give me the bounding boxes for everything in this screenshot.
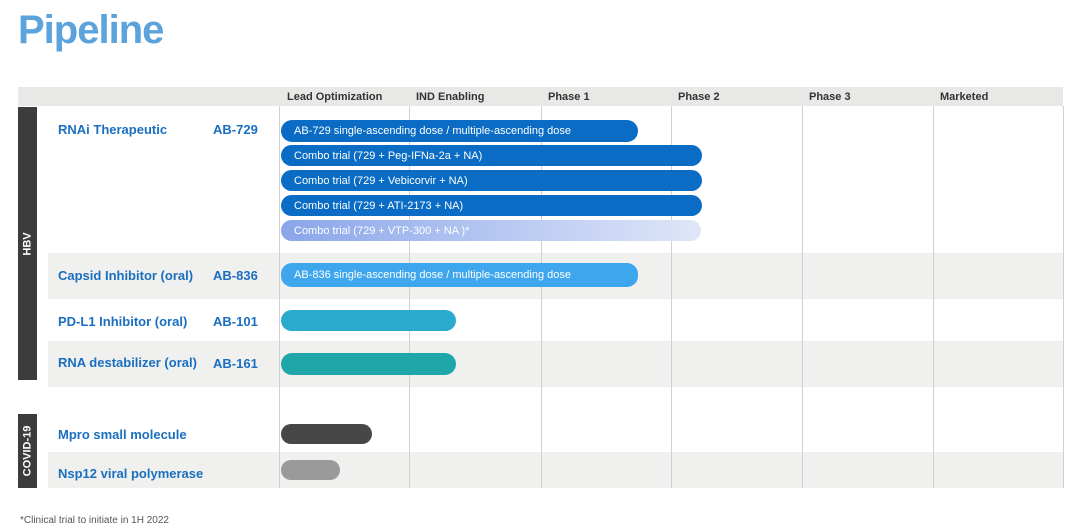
grid-line xyxy=(802,106,803,488)
phase-1: Phase 1 xyxy=(548,91,590,103)
grid-line xyxy=(1063,106,1064,488)
phase-2: Phase 2 xyxy=(678,91,720,103)
row-band xyxy=(48,341,1063,387)
program-name: Nsp12 viral polymerase xyxy=(58,466,204,481)
program-name: RNA destabilizer (oral) xyxy=(58,355,197,370)
page-title: Pipeline xyxy=(18,8,164,52)
phase-ind-enabling: IND Enabling xyxy=(416,91,485,103)
phase-3: Phase 3 xyxy=(809,91,851,103)
program-name: RNAi Therapeutic xyxy=(58,122,168,137)
phase-bar xyxy=(281,424,372,444)
phase-header xyxy=(18,87,1063,106)
grid-line xyxy=(541,106,542,488)
program-name: Mpro small molecule xyxy=(58,427,187,442)
grid-line xyxy=(933,106,934,488)
program-code: AB-836 xyxy=(213,268,258,283)
phase-bar: AB-729 single-ascending dose / multiple-… xyxy=(281,120,638,142)
group-label-hbv: HBV xyxy=(18,107,37,380)
phase-bar xyxy=(281,460,340,480)
phase-bar: Combo trial (729 + Peg-IFNa-2a + NA) xyxy=(281,145,702,166)
phase-bar: AB-836 single-ascending dose / multiple-… xyxy=(281,263,638,287)
footnote: *Clinical trial to initiate in 1H 2022 xyxy=(20,515,169,526)
phase-bar-planned: Combo trial (729 + VTP-300 + NA )* xyxy=(281,220,701,241)
program-code: AB-161 xyxy=(213,356,258,371)
program-code: AB-729 xyxy=(213,122,258,137)
phase-marketed: Marketed xyxy=(940,91,989,103)
program-name: PD-L1 Inhibitor (oral) xyxy=(58,314,188,329)
phase-bar xyxy=(281,353,456,375)
phase-bar xyxy=(281,310,456,331)
phase-bar: Combo trial (729 + Vebicorvir + NA) xyxy=(281,170,702,191)
grid-line xyxy=(279,106,280,488)
program-name: Capsid Inhibitor (oral) xyxy=(58,268,194,283)
grid-line xyxy=(671,106,672,488)
phase-lead-optimization: Lead Optimization xyxy=(287,91,383,103)
phase-bar: Combo trial (729 + ATI-2173 + NA) xyxy=(281,195,702,216)
program-code: AB-101 xyxy=(213,314,258,329)
grid-line xyxy=(409,106,410,488)
group-label-covid: COVID-19 xyxy=(18,414,37,488)
row-band xyxy=(48,452,1063,488)
